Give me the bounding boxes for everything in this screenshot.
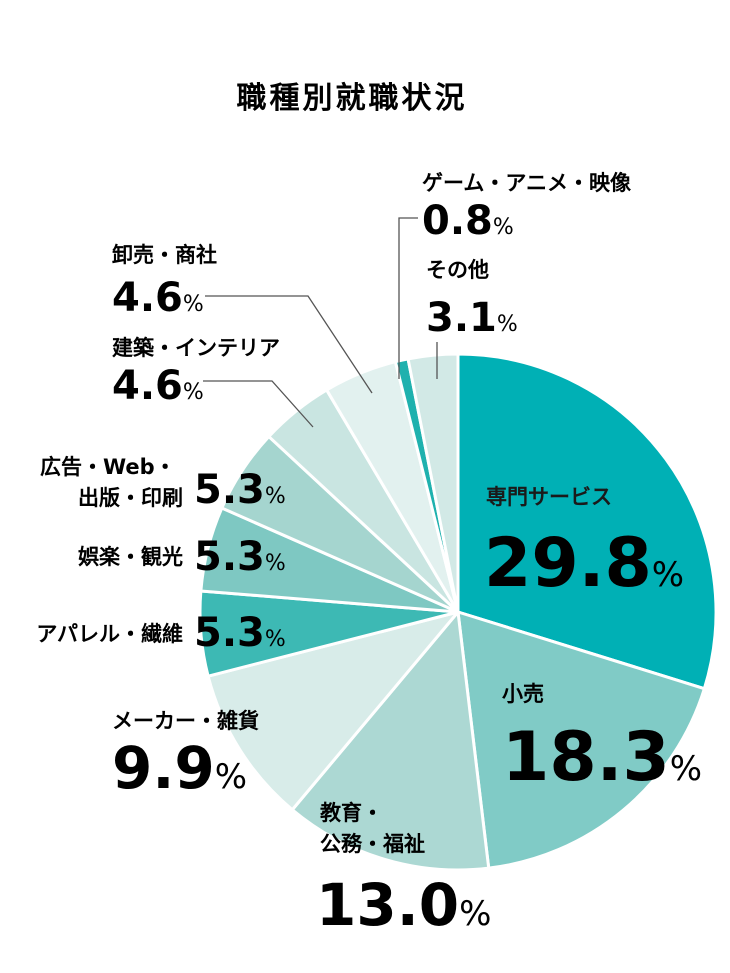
pie-slice-1: [456, 610, 706, 870]
value-koukoku: 5.3%: [194, 467, 286, 513]
value-maker: 9.9%: [112, 734, 247, 802]
label-kyouiku: 教育・ 公務・福祉: [320, 801, 425, 856]
label-kyouiku-line2: 公務・福祉: [320, 832, 425, 856]
label-koukoku-line2: 出版・印刷: [78, 486, 183, 510]
value-kouri: 18.3%: [502, 718, 702, 797]
value-kyouiku: 13.0%: [316, 871, 491, 939]
leader-line-game: [398, 217, 418, 379]
pie-slice-10: [406, 352, 460, 614]
label-koukoku-line1: 広告・Web・: [40, 455, 176, 479]
value-game: 0.8%: [422, 198, 514, 244]
value-apparel: 5.3%: [194, 610, 286, 656]
label-kyouiku-line1: 教育・: [320, 801, 383, 825]
label-oroshi: 卸売・商社: [112, 243, 217, 267]
label-other: その他: [426, 258, 489, 282]
label-koukoku: 広告・Web・ 出版・印刷: [40, 455, 183, 510]
label-goraku: 娯楽・観光: [78, 545, 183, 569]
value-other: 3.1%: [426, 295, 518, 341]
pie-slices: [198, 352, 718, 872]
pie-slice-0: [456, 352, 718, 691]
label-game: ゲーム・アニメ・映像: [422, 171, 632, 195]
leader-line-architecture: [203, 380, 314, 428]
value-goraku: 5.3%: [194, 534, 286, 580]
value-oroshi: 4.6%: [112, 275, 204, 321]
leader-line-wholesale: [205, 295, 373, 394]
label-kenchiku: 建築・インテリア: [112, 336, 280, 360]
label-senmon-service: 専門サービス: [486, 485, 612, 509]
label-apparel: アパレル・繊維: [36, 622, 183, 646]
value-senmon-service: 29.8%: [484, 524, 684, 603]
label-maker: メーカー・雑貨: [112, 709, 259, 733]
pie-slice-2: [290, 610, 491, 872]
value-kenchiku: 4.6%: [112, 363, 204, 409]
label-kouri: 小売: [502, 682, 544, 706]
chart-title: 職種別就職状況: [237, 81, 468, 116]
